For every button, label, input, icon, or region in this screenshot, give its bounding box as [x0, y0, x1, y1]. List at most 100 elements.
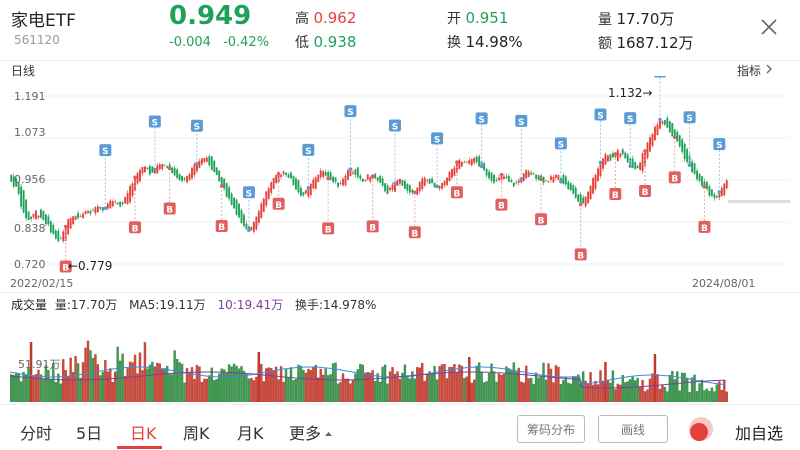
volume-bar — [151, 361, 154, 402]
tab-5day[interactable]: 5日 — [76, 424, 103, 443]
volume-bar — [628, 379, 632, 402]
candle-body — [527, 171, 530, 177]
candle-body — [366, 174, 369, 180]
volume-bar — [433, 365, 436, 402]
volume-bar — [685, 377, 689, 402]
volume-bar — [666, 391, 669, 402]
kline-chart[interactable]: B S B S B S B S B S B S B S B S B S B S B S B S B S B S B S B S 1.191 1… — [0, 76, 800, 290]
candle-body — [421, 178, 424, 189]
volume-bar — [475, 365, 478, 402]
volume-bar — [222, 369, 226, 402]
marker-dot — [195, 161, 199, 166]
volume-bar — [648, 378, 652, 402]
candle-body — [582, 197, 585, 204]
tab-intraday[interactable]: 分时 — [20, 424, 53, 443]
volume-bar — [274, 366, 278, 402]
candle-body — [260, 203, 263, 219]
volume-bar — [54, 382, 58, 402]
volume-bar — [576, 374, 580, 402]
volume-bar — [131, 362, 134, 402]
volume-spike — [29, 342, 33, 402]
candle-body — [27, 211, 30, 220]
chip-distribution-button[interactable]: 筹码分布 — [517, 415, 585, 443]
sell-marker-label: S — [347, 108, 353, 118]
candle-body — [163, 164, 166, 166]
sell-marker-label: S — [194, 123, 200, 133]
volume-bar — [282, 381, 285, 402]
volume-bar — [534, 372, 538, 402]
volume-bar — [663, 386, 667, 402]
volume-bar — [500, 374, 503, 402]
candle-body — [495, 179, 498, 181]
volume-bar — [636, 377, 639, 402]
candle-body — [416, 187, 419, 195]
volume-bar — [329, 374, 332, 402]
tab-more[interactable]: 更多 — [289, 420, 333, 444]
low-stat: 低 0.938 — [295, 32, 356, 52]
amount-value: 1687.12万 — [616, 34, 694, 52]
volume-bar — [153, 366, 157, 402]
candle-body — [136, 173, 139, 184]
volume-bar — [594, 380, 597, 402]
volume-bar — [312, 367, 315, 402]
volume-bar — [680, 372, 684, 402]
candle-body — [30, 216, 32, 219]
volume-bar — [371, 370, 374, 402]
candle-body — [433, 182, 436, 188]
buy-marker-label: B — [642, 188, 649, 198]
buy-marker-label: B — [411, 229, 418, 239]
volume-value: 17.70万 — [616, 10, 675, 28]
volume-bar — [17, 373, 20, 402]
volume-bar — [505, 366, 508, 402]
candle-body — [272, 177, 275, 189]
candle-body — [44, 214, 47, 225]
candle-body — [468, 160, 471, 164]
volume-bar — [12, 374, 15, 402]
candle-body — [408, 185, 411, 193]
volume-bar — [170, 374, 174, 402]
volume-label: 量 — [598, 12, 612, 28]
candle-body — [198, 160, 201, 168]
candle-body — [458, 159, 461, 169]
candle-body — [262, 198, 265, 212]
open-stat: 开 0.951 — [447, 8, 508, 28]
buy-marker-label: B — [612, 191, 619, 201]
candle-body — [525, 170, 528, 179]
high-stat: 高 0.962 — [295, 8, 356, 28]
marker-dot — [658, 117, 662, 122]
candle-body — [292, 175, 295, 186]
candle-body — [636, 165, 639, 169]
candle-body — [347, 170, 349, 180]
indicator-button[interactable]: 指标 — [737, 62, 774, 79]
tab-weekly-k[interactable]: 周K — [183, 424, 210, 443]
volume-bar — [438, 366, 441, 402]
candle-body — [178, 174, 181, 180]
candle-body — [280, 174, 283, 178]
volume-bar — [200, 381, 204, 402]
candle-body — [131, 183, 134, 196]
close-icon[interactable] — [758, 16, 780, 38]
volume-bar — [596, 384, 600, 402]
watchlist-icon[interactable] — [686, 414, 716, 444]
tab-monthly-k[interactable]: 月K — [237, 424, 264, 443]
tab-daily-k[interactable]: 日K — [130, 424, 157, 443]
candle-body — [530, 172, 533, 175]
volume-chart[interactable]: 51.91万 — [0, 310, 800, 404]
volume-bar — [391, 367, 394, 402]
candle-body — [498, 177, 500, 181]
volume-bar — [557, 366, 560, 402]
candle-body — [389, 187, 391, 190]
buy-marker-label: B — [671, 174, 678, 184]
draw-line-button[interactable]: 画线 — [598, 415, 668, 443]
candle-body — [624, 152, 627, 159]
candle-body — [339, 183, 342, 184]
volume-bar — [463, 378, 466, 402]
add-to-watchlist[interactable]: 加自选 — [735, 424, 784, 443]
candle-body — [406, 183, 409, 191]
volume-bar — [369, 372, 372, 402]
candle-body — [349, 169, 352, 177]
candle-body — [470, 159, 473, 166]
volume-bar — [123, 376, 127, 402]
stock-header: 家电ETF 561120 0.949 -0.004 -0.42% 高 0.962… — [0, 0, 800, 60]
min-annotation: ←0.779 — [68, 259, 112, 273]
